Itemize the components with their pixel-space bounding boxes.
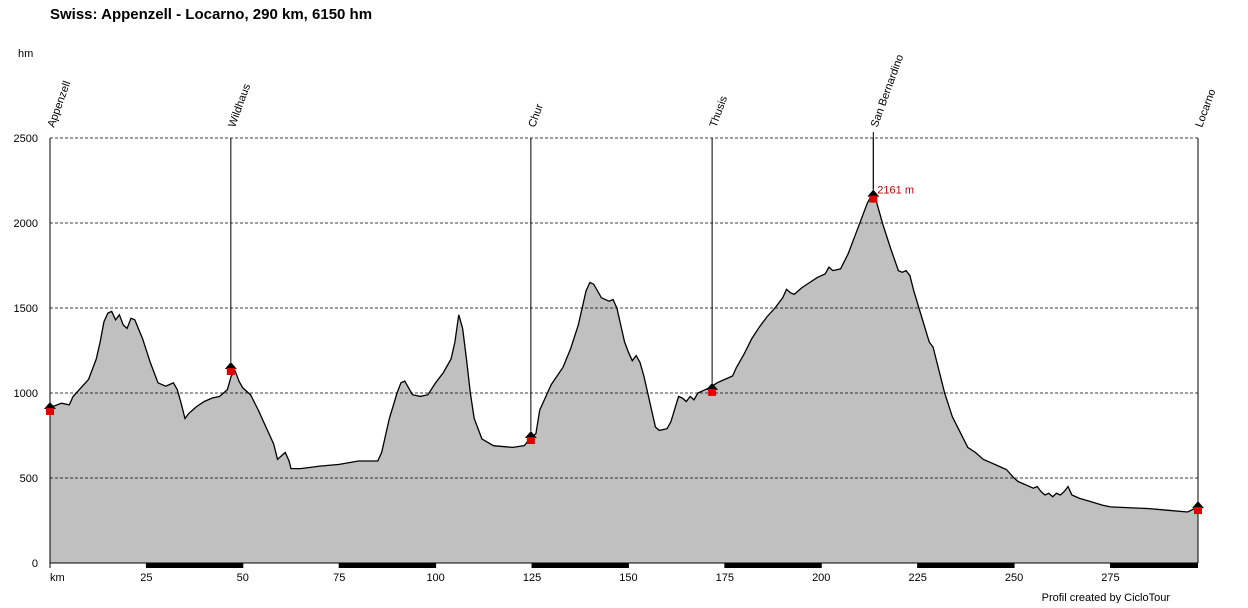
place-label: Appenzell xyxy=(46,80,74,130)
x-tick-label: 250 xyxy=(1005,572,1023,584)
x-tick-label: 200 xyxy=(812,572,830,584)
place-label: Locarno xyxy=(1194,88,1219,129)
elevation-area xyxy=(50,192,1198,563)
x-tick-label: 175 xyxy=(716,572,734,584)
x-tick-label: 100 xyxy=(426,572,444,584)
x-tick-label: 75 xyxy=(333,572,345,584)
y-axis-label: hm xyxy=(18,48,33,60)
place-marker xyxy=(867,189,880,197)
value-label: 2161 m xyxy=(877,185,914,197)
elevation-line xyxy=(49,190,1199,513)
y-tick-label: 2000 xyxy=(14,218,38,230)
place-label: Chur xyxy=(526,102,546,129)
place-marker-box xyxy=(226,368,235,376)
place-marker xyxy=(224,362,237,370)
y-tick-label: 0 xyxy=(32,558,38,570)
place-marker-box xyxy=(869,195,878,203)
y-tick-label: 1500 xyxy=(14,303,38,315)
place-marker-box xyxy=(46,407,54,415)
y-tick-label: 500 xyxy=(20,473,38,485)
y-tick-label: 2500 xyxy=(14,133,38,145)
x-tick-label: 25 xyxy=(140,572,152,584)
place-marker xyxy=(1192,501,1204,509)
place-marker xyxy=(44,401,56,409)
axis-band xyxy=(532,563,629,568)
x-tick-label: 125 xyxy=(523,572,541,584)
x-tick-label: 225 xyxy=(908,572,926,584)
axis-band xyxy=(339,563,436,568)
footer: Profil created by CicloTour xyxy=(1042,592,1171,603)
chart-title: Swiss: Appenzell - Locarno, 290 km, 6150… xyxy=(50,6,372,23)
place-marker-box xyxy=(1194,507,1202,515)
place-label: Wildhaus xyxy=(226,82,253,129)
x-tick-label: 150 xyxy=(619,572,637,584)
place-marker-box xyxy=(708,388,717,396)
x-tick-label: 275 xyxy=(1101,572,1119,584)
place-marker-box xyxy=(526,437,535,445)
x-tick-label: 50 xyxy=(237,572,249,584)
x-tick-label: km xyxy=(50,572,65,584)
place-label: San Bernardino xyxy=(869,53,906,129)
axis-band xyxy=(1110,563,1198,568)
place-marker xyxy=(524,431,537,439)
y-tick-label: 1000 xyxy=(14,388,38,400)
axis-band xyxy=(146,563,243,568)
axis-band xyxy=(724,563,822,568)
axis-band xyxy=(917,563,1015,568)
place-label: Thusis xyxy=(708,94,731,129)
place-marker xyxy=(706,382,719,390)
